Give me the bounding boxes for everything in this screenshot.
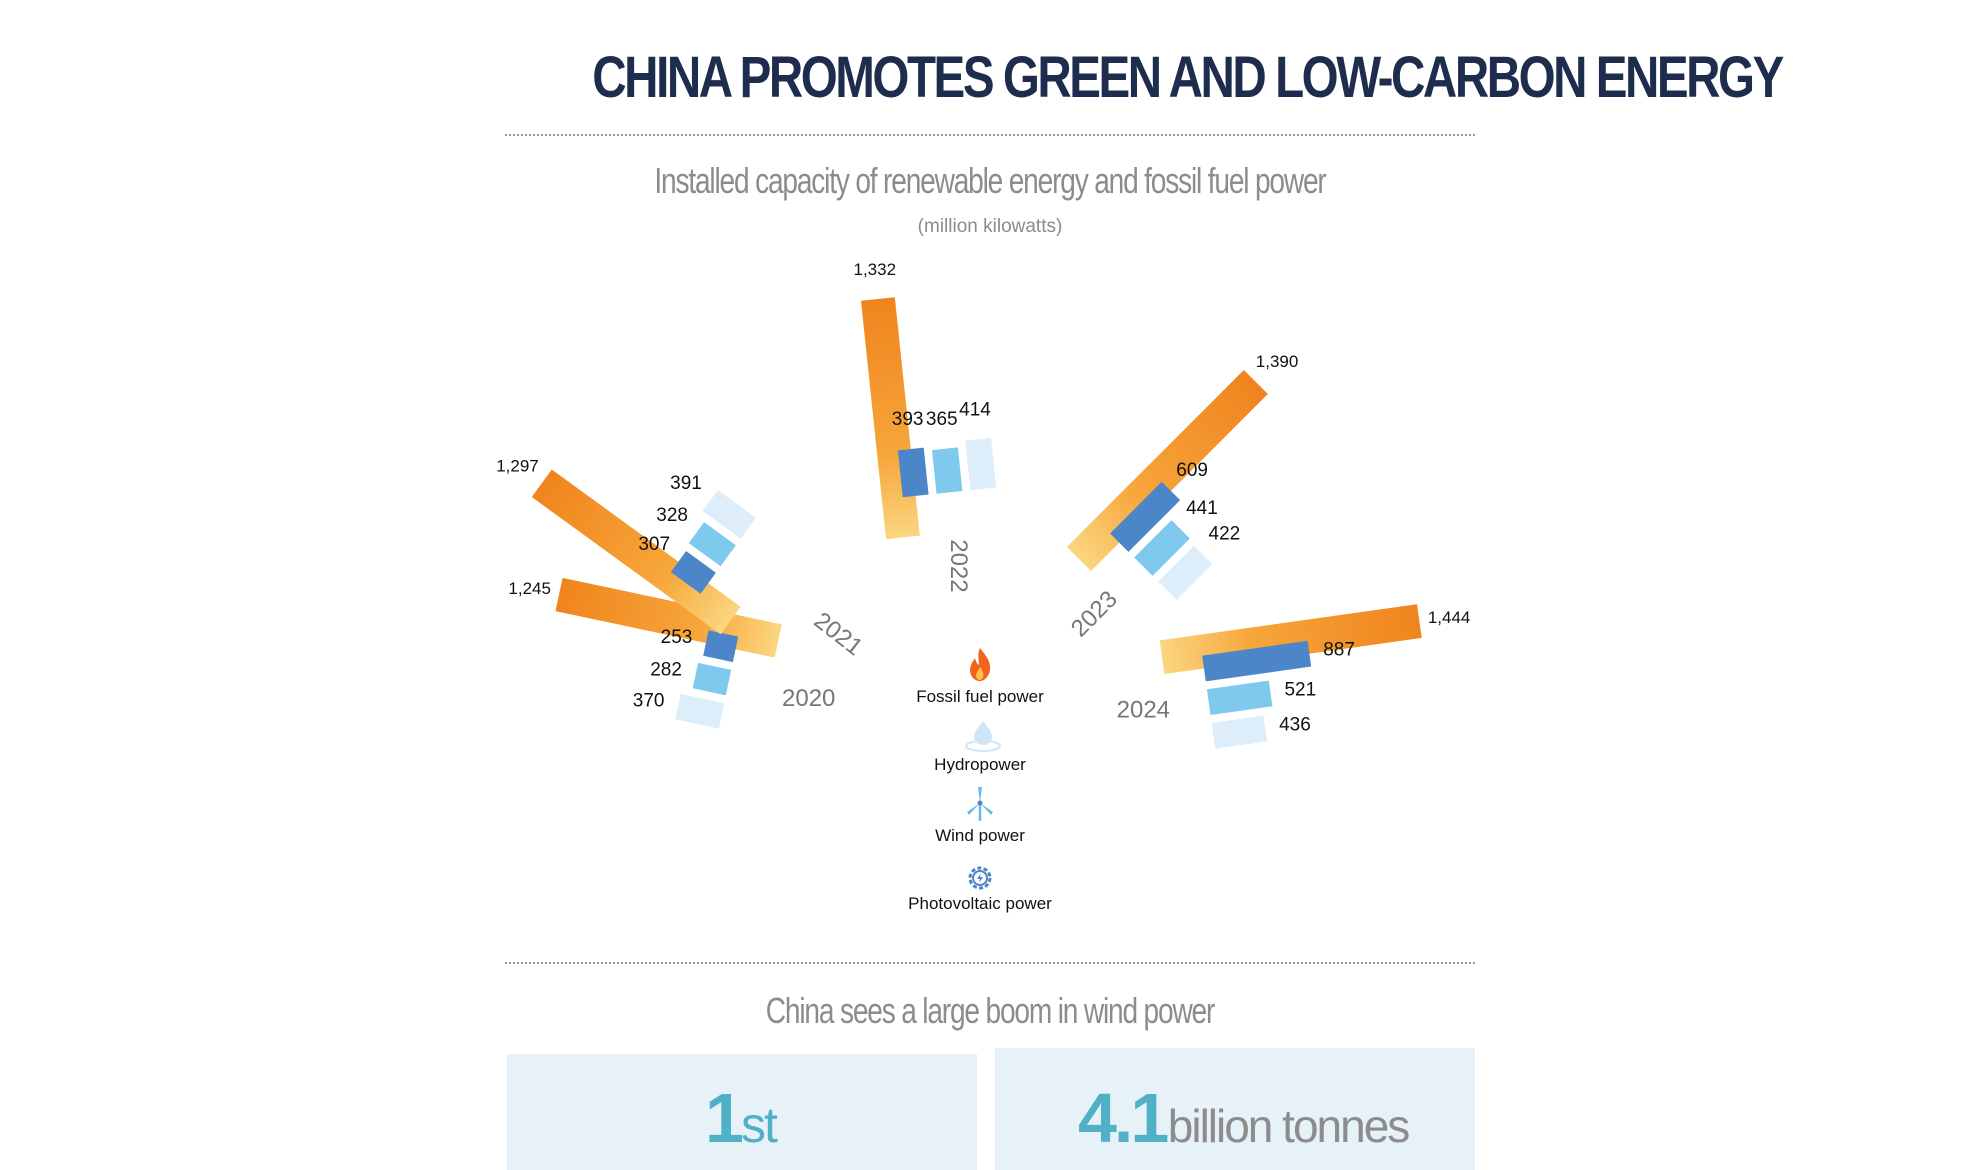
legend: Fossil fuel power Hydropower Wind power … xyxy=(908,648,1052,913)
legend-label-pv: Photovoltaic power xyxy=(908,894,1052,913)
value-label-wind-2022: 365 xyxy=(926,409,958,430)
wind-turbine-icon xyxy=(967,787,993,821)
bar-pv-2024 xyxy=(1202,640,1312,682)
bottom-divider xyxy=(505,962,1475,964)
bar-wind-2024 xyxy=(1206,680,1273,716)
bar-hydro-2022 xyxy=(965,438,997,491)
value-label-pv-2020: 253 xyxy=(661,627,693,648)
stat-tonnes-value: 4.1 xyxy=(1078,1079,1169,1157)
year-label-2022: 2022 xyxy=(945,539,972,592)
value-label-fossil-2021: 1,297 xyxy=(496,457,539,476)
bar-pv-2023 xyxy=(1110,481,1181,552)
value-label-pv-2022: 393 xyxy=(892,409,924,430)
bar-wind-2021 xyxy=(688,522,736,567)
stat-tonnes: 4.1 billion tonnes xyxy=(1078,1078,1411,1158)
bar-pv-2021 xyxy=(670,551,716,594)
water-drop-icon xyxy=(965,721,1001,752)
value-label-hydro-2022: 414 xyxy=(959,400,991,421)
legend-label-fossil: Fossil fuel power xyxy=(916,687,1044,706)
bar-wind-2022 xyxy=(931,447,963,494)
year-label-2023: 2023 xyxy=(1066,586,1123,643)
bars-group xyxy=(531,297,1422,749)
bar-pv-2022 xyxy=(897,447,929,498)
stat-rank-value: 1 xyxy=(705,1079,744,1157)
stat-tonnes-suffix: billion tonnes xyxy=(1167,1100,1411,1152)
year-label-2020: 2020 xyxy=(782,685,835,712)
value-label-fossil-2020: 1,245 xyxy=(508,579,551,598)
value-labels-group: 1,245 370 282 253 1,297 391 328 307 1,332 4143653… xyxy=(496,260,1470,735)
value-label-fossil-2022: 1,332 xyxy=(853,260,896,279)
value-label-hydro-2021: 391 xyxy=(670,473,702,494)
top-divider xyxy=(505,134,1475,136)
bar-hydro-2020 xyxy=(675,693,725,729)
bar-pv-2020 xyxy=(703,630,739,663)
stat-card-rank xyxy=(507,1054,977,1170)
value-label-pv-2021: 307 xyxy=(638,534,670,555)
radial-bar-chart: 1,245 370 282 253 1,297 391 328 307 1,332 4143653… xyxy=(496,260,1470,913)
bar-wind-2020 xyxy=(692,662,732,696)
value-label-wind-2023: 441 xyxy=(1186,498,1218,519)
value-label-wind-2021: 328 xyxy=(656,505,688,526)
stat-card-tonnes xyxy=(995,1048,1475,1170)
chart-title: Installed capacity of renewable energy a… xyxy=(654,160,1326,201)
chart-unit: (million kilowatts) xyxy=(917,216,1063,237)
legend-label-hydro: Hydropower xyxy=(934,755,1026,774)
bar-hydro-2024 xyxy=(1211,715,1268,749)
section-title: China sees a large boom in wind power xyxy=(765,990,1216,1031)
value-label-hydro-2020: 370 xyxy=(633,690,665,711)
value-label-fossil-2023: 1,390 xyxy=(1256,352,1299,371)
solar-gear-icon xyxy=(968,866,992,890)
value-label-wind-2024: 521 xyxy=(1284,679,1316,700)
year-label-2021: 2021 xyxy=(809,607,868,661)
value-label-pv-2023: 609 xyxy=(1176,460,1208,481)
value-label-hydro-2024: 436 xyxy=(1279,714,1311,735)
stat-rank: 1st xyxy=(705,1078,778,1158)
bar-hydro-2023 xyxy=(1158,545,1213,600)
value-label-pv-2024: 887 xyxy=(1323,639,1355,660)
flame-icon xyxy=(970,648,991,681)
bar-hydro-2021 xyxy=(702,490,756,539)
bar-fossil-2023 xyxy=(1066,369,1268,571)
year-label-2024: 2024 xyxy=(1117,697,1170,724)
bar-fossil-2021 xyxy=(531,469,741,635)
stat-rank-suffix: st xyxy=(740,1097,778,1153)
bar-wind-2023 xyxy=(1134,520,1190,576)
value-label-fossil-2024: 1,444 xyxy=(1428,608,1471,627)
value-label-wind-2020: 282 xyxy=(650,659,682,680)
value-label-hydro-2023: 422 xyxy=(1209,524,1241,545)
legend-label-wind: Wind power xyxy=(935,826,1025,845)
